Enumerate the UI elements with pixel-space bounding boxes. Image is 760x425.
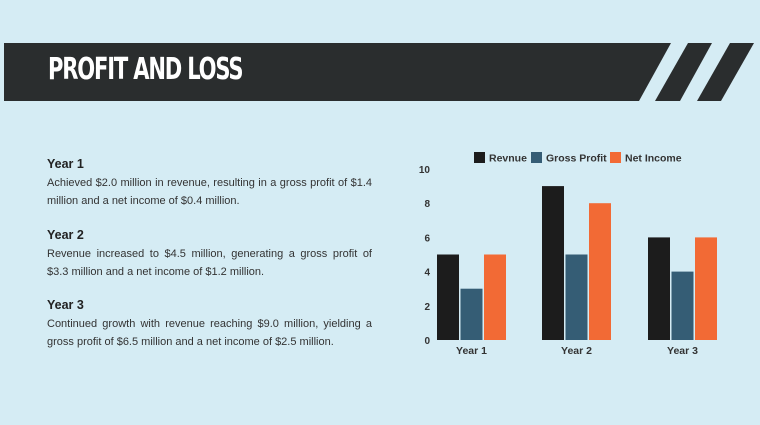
section-text: Achieved $2.0 million in revenue, result… — [47, 177, 372, 207]
legend-swatch — [531, 152, 542, 163]
section-heading: Year 2 — [47, 228, 84, 242]
x-tick-label: Year 2 — [561, 345, 592, 357]
bar-net-income — [695, 237, 717, 340]
section-year-2: Year 2 Revenue increased to $4.5 million… — [47, 228, 372, 281]
y-tick-label: 4 — [424, 268, 430, 279]
section-text: Continued growth with revenue reaching $… — [47, 318, 372, 348]
bar-net-income — [589, 203, 611, 340]
bar-net-income — [484, 254, 506, 340]
section-text: Revenue increased to $4.5 million, gener… — [47, 248, 372, 278]
section-year-3: Year 3 Continued growth with revenue rea… — [47, 298, 372, 351]
bar-revnue — [648, 237, 670, 340]
legend-swatch — [474, 152, 485, 163]
x-tick-label: Year 1 — [456, 345, 487, 357]
banner-bar — [4, 43, 671, 101]
bar-revnue — [542, 186, 564, 340]
section-heading: Year 1 — [47, 157, 84, 171]
section-heading: Year 3 — [47, 298, 84, 312]
legend-label: Gross Profit — [546, 153, 607, 165]
banner-stripe — [697, 43, 754, 101]
legend-swatch — [610, 152, 621, 163]
y-tick-label: 8 — [424, 199, 430, 210]
x-tick-label: Year 3 — [667, 345, 698, 357]
legend-label: Net Income — [625, 153, 682, 165]
y-tick-label: 2 — [424, 302, 430, 313]
page-title: PROFIT AND LOSS — [48, 52, 244, 87]
y-tick-label: 6 — [424, 233, 430, 244]
bar-gross-profit — [671, 271, 694, 340]
banner-stripe — [655, 43, 712, 101]
legend-label: Revnue — [489, 153, 527, 165]
y-tick-label: 0 — [424, 336, 430, 347]
y-tick-label: 10 — [419, 165, 431, 176]
bar-revnue — [437, 254, 459, 340]
bar-gross-profit — [565, 254, 588, 340]
section-year-1: Year 1 Achieved $2.0 million in revenue,… — [47, 157, 372, 210]
bar-gross-profit — [460, 288, 483, 340]
